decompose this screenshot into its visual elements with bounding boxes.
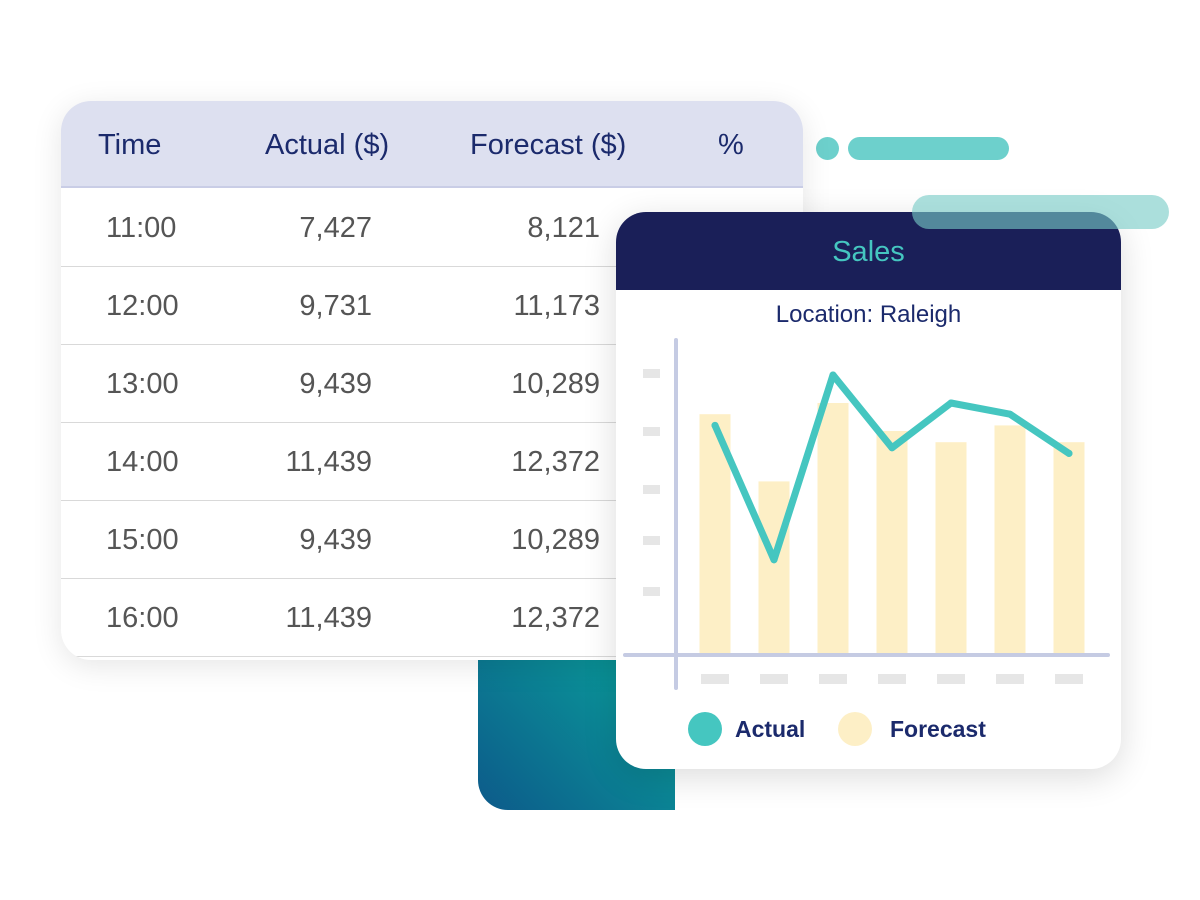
table-header: Time Actual ($) Forecast ($) % <box>61 101 803 188</box>
y-tick-label-placeholder <box>643 427 660 436</box>
x-tick-label-placeholder <box>1055 674 1083 684</box>
cell-forecast: 12,372 <box>511 446 600 478</box>
column-header-time: Time <box>98 129 162 161</box>
cell-actual: 9,439 <box>299 524 372 556</box>
actual-point <box>1006 410 1014 418</box>
chart-title: Sales <box>832 236 905 268</box>
cell-forecast: 8,121 <box>527 212 600 244</box>
y-tick-label-placeholder <box>643 369 660 378</box>
y-tick-label-placeholder <box>643 587 660 596</box>
table-row: 16:00 11,439 12,372 <box>61 578 803 657</box>
legend-forecast-label: Forecast <box>890 716 986 742</box>
x-tick-label-placeholder <box>819 674 847 684</box>
sales-chart-card: Sales Location: Raleigh Actual Forecast <box>616 212 1121 769</box>
decorative-dot <box>816 137 839 160</box>
cell-time: 11:00 <box>106 212 177 244</box>
column-header-percent: % <box>718 129 744 161</box>
table-row: 15:00 9,439 10,289 <box>61 500 803 579</box>
cell-actual: 9,439 <box>299 368 372 400</box>
cell-actual: 11,439 <box>285 446 372 478</box>
cell-time: 13:00 <box>106 368 179 400</box>
legend-forecast-swatch <box>838 712 872 746</box>
cell-time: 15:00 <box>106 524 179 556</box>
table-row: 12:00 9,731 11,173 <box>61 266 803 345</box>
column-header-actual: Actual ($) <box>265 129 390 161</box>
forecast-bar <box>994 425 1026 655</box>
table-row: 14:00 11,439 12,372 <box>61 422 803 501</box>
actual-point <box>829 371 837 379</box>
actual-point <box>711 421 719 429</box>
cell-forecast: 12,372 <box>511 602 600 634</box>
actual-point <box>888 444 896 452</box>
cell-time: 16:00 <box>106 602 179 634</box>
actual-point <box>947 399 955 407</box>
cell-forecast: 11,173 <box>513 290 600 322</box>
chart-subtitle: Location: Raleigh <box>775 301 962 328</box>
x-tick-label-placeholder <box>878 674 906 684</box>
cell-time: 12:00 <box>106 290 179 322</box>
column-header-forecast: Forecast ($) <box>470 129 627 161</box>
actual-point <box>1065 449 1073 457</box>
x-tick-label-placeholder <box>760 674 788 684</box>
cell-time: 14:00 <box>106 446 179 478</box>
x-tick-label-placeholder <box>701 674 729 684</box>
cell-actual: 9,731 <box>299 290 372 322</box>
chart-plot <box>623 338 1110 690</box>
legend-actual-swatch <box>688 712 722 746</box>
forecast-bar <box>876 431 908 655</box>
table-row: 11:00 7,427 8,121 <box>61 188 803 267</box>
cell-actual: 11,439 <box>285 602 372 634</box>
forecast-bar <box>758 481 790 655</box>
actual-point <box>770 556 778 564</box>
legend-actual-label: Actual <box>735 716 806 742</box>
y-tick-label-placeholder <box>643 536 660 545</box>
x-tick-label-placeholder <box>996 674 1024 684</box>
y-tick-label-placeholder <box>643 485 660 494</box>
cell-actual: 7,427 <box>299 212 372 244</box>
forecast-bar <box>1053 442 1085 655</box>
cell-forecast: 10,289 <box>511 524 600 556</box>
decorative-pill <box>848 137 1009 160</box>
forecast-bar <box>935 442 967 655</box>
forecast-bar <box>817 403 849 655</box>
table-row: 13:00 9,439 10,289 <box>61 344 803 423</box>
cell-forecast: 10,289 <box>511 368 600 400</box>
x-tick-label-placeholder <box>937 674 965 684</box>
decorative-pill <box>912 195 1169 229</box>
